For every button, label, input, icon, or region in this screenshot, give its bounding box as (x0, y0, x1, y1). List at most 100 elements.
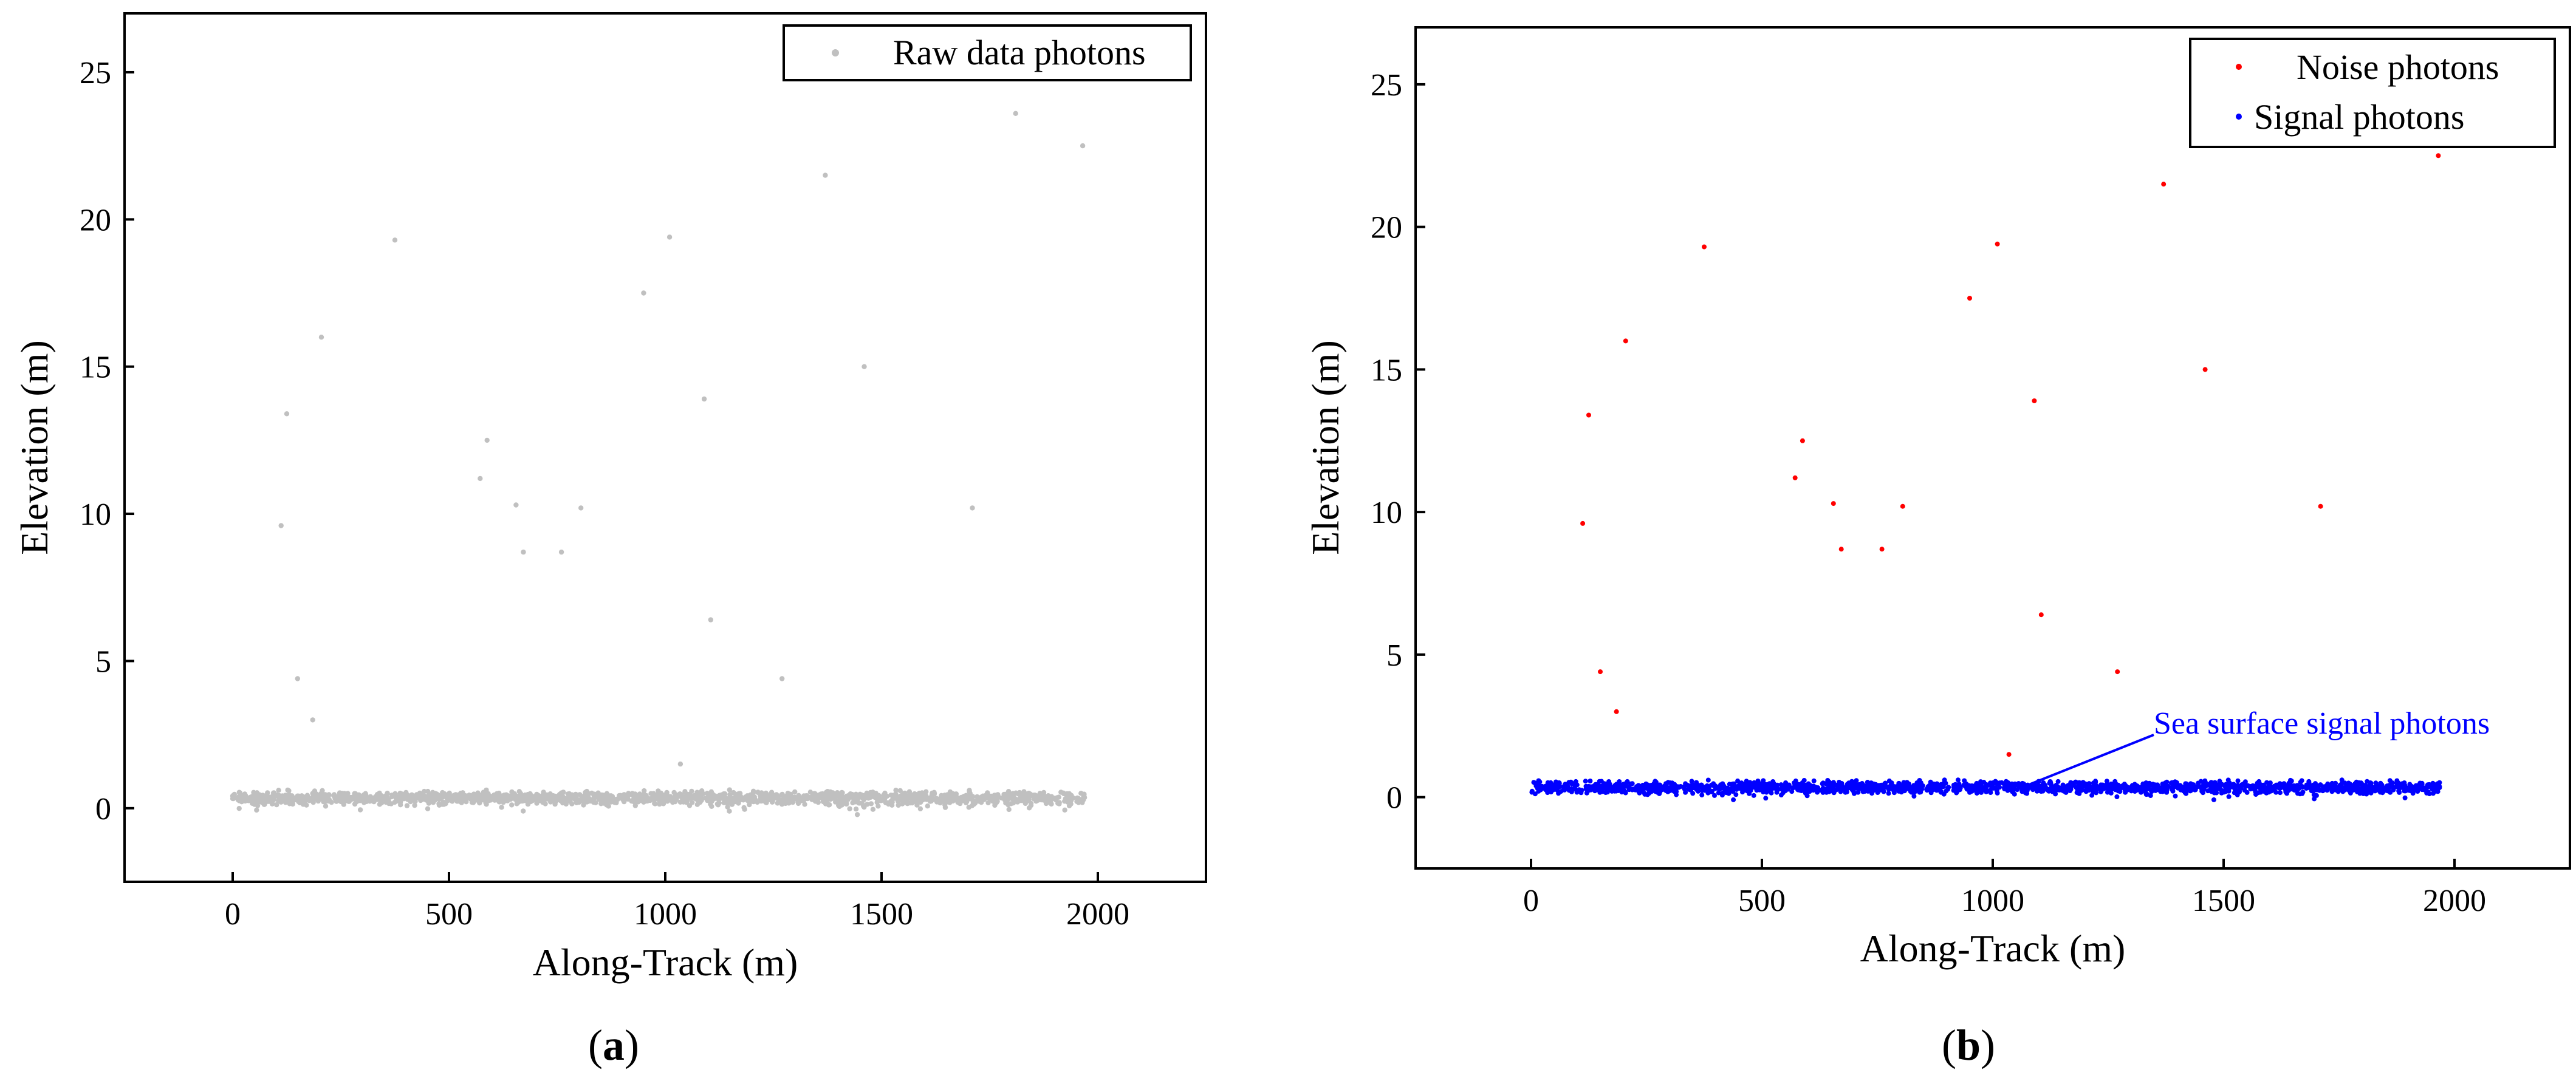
panel-b-point-signal-photons (2162, 782, 2167, 788)
panel-b-legend-label-signal: Signal photons (2254, 97, 2464, 137)
panel-a-point-raw-data-photons (893, 788, 899, 793)
panel-a-point-raw-data-photons (886, 801, 891, 807)
panel-b-point-signal-photons (2311, 792, 2317, 797)
panel-a-point-raw-data-photons (1064, 792, 1069, 798)
panel-a-point-raw-data-photons (569, 792, 575, 797)
panel-b-point-signal-photons (2098, 788, 2104, 794)
panel-b-point-signal-photons (2278, 790, 2283, 796)
panel-b-point-signal-photons (2427, 791, 2432, 797)
panel-a-point-raw-data-photons (878, 798, 884, 803)
panel-b-point-signal-photons (1772, 782, 1777, 788)
panel-a-point-raw-data-photons (1057, 801, 1062, 806)
panel-b-point-signal-photons (2143, 780, 2149, 785)
panel-a-point-raw-data-photons (945, 792, 950, 797)
panel-a-point-raw-data-photons (392, 237, 398, 243)
panel-b-point-signal-photons (1811, 778, 1817, 783)
panel-b-point-signal-photons (1574, 789, 1580, 795)
panel-b-point-noise-photons (2436, 153, 2441, 159)
panel-a-point-raw-data-photons (969, 803, 975, 808)
panel-b-point-signal-photons (2029, 785, 2034, 790)
panel-b-point-signal-photons (1891, 790, 1897, 796)
panel-b-point-signal-photons (2397, 789, 2402, 795)
panel-a-point-raw-data-photons (917, 790, 922, 796)
panel-b-point-signal-photons (2428, 782, 2433, 788)
panel-a-point-raw-data-photons (671, 789, 677, 796)
panel-b-point-signal-photons (2368, 790, 2374, 796)
panel-b-point-noise-photons (1614, 709, 1619, 714)
panel-a-point-raw-data-photons (332, 796, 338, 802)
panel-b-point-signal-photons (2201, 786, 2207, 792)
panel-a-point-raw-data-photons (833, 794, 839, 800)
panel-a-x-tick-label: 500 (425, 897, 473, 932)
panel-a-point-raw-data-photons (1034, 797, 1040, 803)
panel-a-point-raw-data-photons (914, 799, 919, 805)
panel-a-point-raw-data-photons (642, 788, 647, 794)
panel-b-point-signal-photons (2287, 780, 2292, 785)
panel-b-x-tick-label: 0 (1523, 884, 1539, 918)
panel-b-point-signal-photons (2339, 777, 2345, 783)
panel-a-point-raw-data-photons (400, 796, 406, 801)
panel-b-point-signal-photons (2193, 785, 2198, 791)
panel-a-point-raw-data-photons (354, 797, 359, 802)
panel-b-point-noise-photons (2161, 182, 2167, 187)
panel-b-point-signal-photons (1928, 782, 1933, 788)
panel-b-point-signal-photons (1731, 797, 1736, 802)
panel-b-point-signal-photons (2361, 791, 2366, 796)
panel-a-point-raw-data-photons (563, 796, 568, 802)
panel-a-point-raw-data-photons (641, 290, 646, 296)
panel-b-point-noise-photons (1598, 669, 1603, 675)
panel-a-point-raw-data-photons (897, 794, 903, 799)
panel-b-point-signal-photons (1763, 796, 1769, 801)
panel-b-point-signal-photons (1894, 784, 1899, 789)
panel-a-point-raw-data-photons (1006, 806, 1012, 813)
panel-a-point-raw-data-photons (847, 806, 852, 811)
panel-b-point-signal-photons (1764, 789, 1769, 795)
panel-a-y-tick-label: 20 (80, 203, 111, 237)
panel-b-point-signal-photons (2242, 779, 2248, 785)
panel-b-y-tick-label: 20 (1371, 211, 1402, 245)
panel-a-point-raw-data-photons (236, 806, 242, 811)
panel-b-point-signal-photons (2104, 779, 2109, 784)
panel-a-point-raw-data-photons (848, 792, 854, 797)
panel-a-point-raw-data-photons (231, 791, 237, 797)
panel-a-point-raw-data-photons (265, 796, 272, 802)
panel-b-y-tick-label: 15 (1371, 353, 1402, 387)
panel-a-point-raw-data-photons (513, 502, 519, 508)
panel-b-point-signal-photons (1768, 786, 1773, 792)
panel-a-point-raw-data-photons (550, 796, 556, 802)
panel-b-point-signal-photons (1671, 788, 1676, 794)
panel-a-point-raw-data-photons (638, 797, 643, 803)
panel-b-point-signal-photons (2050, 787, 2056, 792)
panel-b-point-signal-photons (1699, 793, 1705, 798)
panel-b-y-tick-label: 5 (1386, 638, 1402, 673)
panel-b-point-noise-photons (1792, 475, 1798, 480)
panel-a-point-raw-data-photons (305, 794, 311, 800)
panel-b-point-signal-photons (1588, 779, 1593, 783)
panel-a-point-raw-data-photons (769, 793, 775, 798)
panel-b-point-noise-photons (1995, 241, 2000, 247)
panel-a-point-raw-data-photons (396, 794, 401, 800)
panel-a-point-raw-data-photons (795, 800, 801, 806)
panel-b-point-signal-photons (1620, 785, 1625, 791)
panel-b-y-tick-label: 25 (1371, 68, 1402, 103)
panel-b-point-signal-photons (2221, 789, 2226, 794)
panel-b-point-signal-photons (1689, 783, 1694, 788)
panel-a-point-raw-data-photons (710, 792, 716, 797)
panel-a-point-raw-data-photons (854, 812, 860, 817)
panel-b-point-signal-photons (1954, 789, 1960, 794)
panel-a-point-raw-data-photons (775, 795, 781, 800)
panel-a-point-raw-data-photons (297, 800, 303, 806)
panel-b-point-signal-photons (2406, 788, 2411, 793)
panel-a-point-raw-data-photons (870, 806, 876, 812)
panel-a-axes: 0 500 1000 1500 2000 0 5 10 15 20 25 (80, 56, 1129, 932)
panel-b-point-noise-photons (1879, 547, 1885, 552)
panel-a-point-raw-data-photons (310, 796, 315, 802)
panel-a-point-raw-data-photons (858, 792, 865, 798)
panel-a-point-raw-data-photons (479, 792, 485, 798)
panel-a-point-raw-data-photons (727, 787, 733, 793)
panel-b-legend-marker-signal (2236, 114, 2242, 120)
panel-a-point-raw-data-photons (970, 505, 975, 511)
panel-a-point-raw-data-photons (464, 794, 470, 800)
panel-b-point-signal-photons (1925, 786, 1931, 792)
panel-b-point-signal-photons (1605, 786, 1610, 791)
